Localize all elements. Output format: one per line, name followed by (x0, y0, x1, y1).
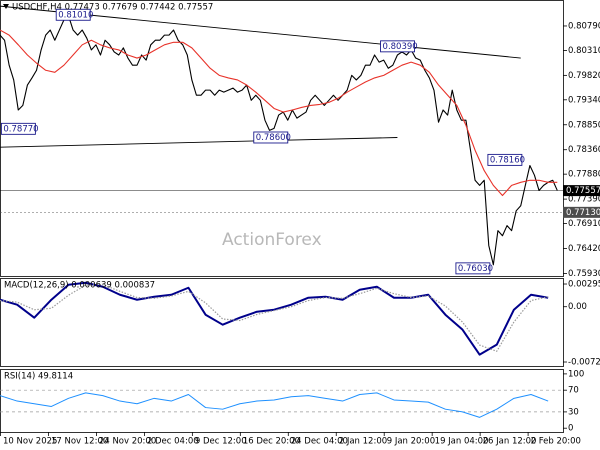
x-tick-label: 17 Nov 12:00 (51, 437, 108, 447)
y-tick-label: 0.78360 (568, 145, 600, 155)
x-tick-label: 9 Jan 20:00 (387, 437, 435, 447)
series-line (0, 15, 558, 266)
y-tick-label: 0.79820 (568, 71, 600, 81)
price-annotation (0, 122, 36, 135)
x-tick-label: 24 Dec 04:00 (291, 437, 348, 447)
x-tick-label: 2 Feb 20:00 (531, 437, 581, 447)
y-tick-label: 0.76910 (568, 219, 600, 229)
panel-frame (0, 278, 564, 367)
x-tick-label: 2 Jan 12:00 (339, 437, 387, 447)
trendline (0, 137, 398, 148)
y-tick-label: 0.00 (568, 302, 587, 312)
price-annotation (487, 153, 523, 166)
y-tick-label: 0.79340 (568, 95, 600, 105)
y-tick-label: 0.78850 (568, 120, 600, 130)
price-annotation-label: 0.78770 (3, 124, 38, 134)
series-line (0, 29, 558, 197)
price-annotation (55, 8, 91, 21)
y-tick-label: 0.80790 (568, 21, 600, 31)
panel-title: RSI(14) 49.8114 (4, 372, 73, 382)
price-level-label: 0.77130 (566, 208, 600, 218)
y-tick-label: 30 (568, 407, 579, 417)
x-tick-label: 19 Jan 04:00 (435, 437, 489, 447)
price-annotation-label: 0.80390 (383, 42, 418, 52)
y-tick-label: 0.77390 (568, 195, 600, 205)
x-tick-label: 24 Nov 20:00 (99, 437, 156, 447)
series-line (0, 283, 549, 352)
price-annotation-label: 0.78600 (256, 133, 291, 143)
watermark: ActionForex (222, 230, 322, 250)
series-line (0, 392, 549, 418)
price-annotation-label: 0.76030 (458, 264, 493, 274)
price-annotation (455, 262, 491, 275)
price-annotation-label: 0.78160 (490, 155, 525, 165)
y-tick-label: 0.75930 (568, 269, 600, 279)
x-tick-label: 26 Jan 12:00 (483, 437, 537, 447)
price-annotation-label: 0.81010 (58, 10, 93, 20)
y-tick-label: 0.80310 (568, 46, 600, 56)
panel-frame (0, 0, 564, 277)
y-tick-label: 70 (568, 386, 579, 396)
y-tick-label: -0.0072 (568, 358, 600, 368)
price-annotation (380, 40, 415, 53)
y-tick-label: 0.002957 (568, 280, 600, 290)
x-tick-label: 2 Dec 04:00 (147, 437, 199, 447)
y-tick-label: 0.76420 (568, 244, 600, 254)
panel-title: MACD(12,26,9) 0.000639 0.000837 (4, 281, 155, 291)
x-tick-label: 16 Dec 20:00 (243, 437, 300, 447)
price-level-box (563, 206, 600, 218)
x-tick-label: 9 Dec 12:00 (195, 437, 247, 447)
y-tick-label: 100 (568, 369, 584, 379)
series-line (0, 281, 549, 356)
y-tick-label: 0 (568, 424, 573, 434)
panel-title: USDCHF,H4 0.77473 0.77679 0.77442 0.7755… (12, 3, 213, 13)
price-level-box (563, 185, 600, 197)
panel-frame (0, 369, 564, 433)
price-level-label: 0.77557 (566, 186, 600, 196)
x-tick-label: 10 Nov 2025 (3, 437, 57, 447)
price-annotation (253, 131, 289, 144)
y-tick-label: 0.77880 (568, 170, 600, 180)
